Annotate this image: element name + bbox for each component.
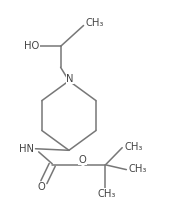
Text: O: O <box>79 155 86 165</box>
Text: CH₃: CH₃ <box>124 142 143 152</box>
Text: CH₃: CH₃ <box>86 18 104 28</box>
Text: HN: HN <box>19 144 34 154</box>
Text: HO: HO <box>24 41 39 51</box>
Text: N: N <box>66 74 74 84</box>
Text: CH₃: CH₃ <box>129 164 147 174</box>
Text: CH₃: CH₃ <box>97 189 116 199</box>
Text: O: O <box>38 182 46 192</box>
